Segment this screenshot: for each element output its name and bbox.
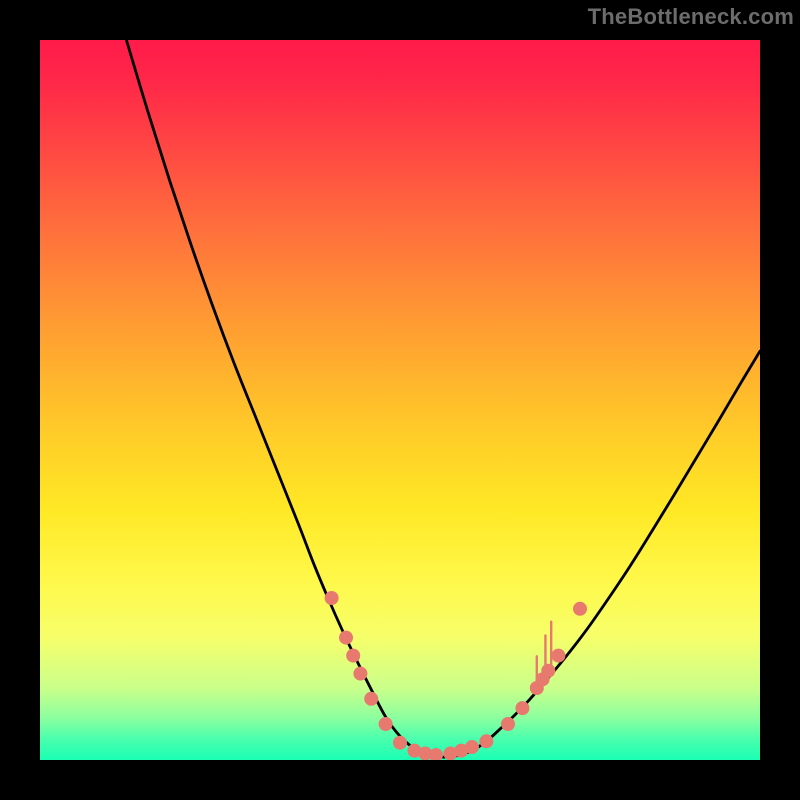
data-marker bbox=[364, 692, 378, 706]
bottleneck-chart: TheBottleneck.com bbox=[0, 0, 800, 800]
data-marker bbox=[573, 602, 587, 616]
watermark-text: TheBottleneck.com bbox=[588, 4, 794, 30]
data-marker bbox=[346, 649, 360, 663]
plot-background bbox=[40, 40, 760, 760]
data-marker bbox=[541, 664, 555, 678]
data-marker bbox=[465, 740, 479, 754]
data-marker bbox=[501, 717, 515, 731]
data-marker bbox=[551, 649, 565, 663]
chart-svg bbox=[0, 0, 800, 800]
data-marker bbox=[325, 591, 339, 605]
data-marker bbox=[479, 734, 493, 748]
data-marker bbox=[353, 667, 367, 681]
data-marker bbox=[429, 748, 443, 762]
data-marker bbox=[515, 701, 529, 715]
data-marker bbox=[379, 717, 393, 731]
data-marker bbox=[393, 736, 407, 750]
data-marker bbox=[339, 631, 353, 645]
